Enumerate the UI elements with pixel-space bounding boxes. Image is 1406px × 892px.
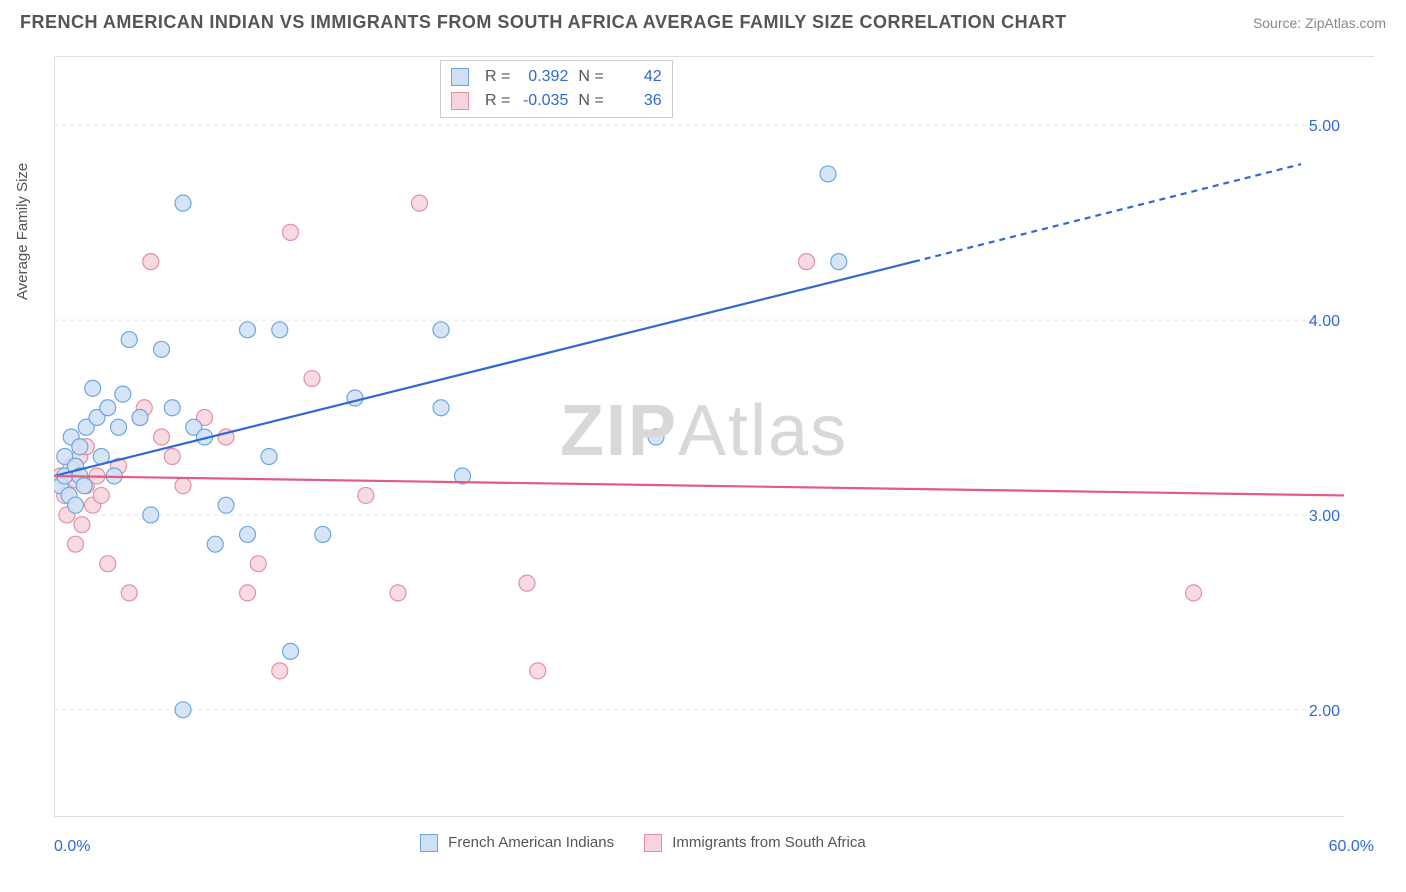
x-min-label: 0.0% [54, 838, 90, 856]
source-name: ZipAtlas.com [1305, 15, 1386, 31]
n-label: N = [578, 89, 603, 113]
swatch-blue [420, 834, 438, 852]
series-label-blue: French American Indians [448, 834, 614, 851]
correlation-legend: R = 0.392 N = 42 R = -0.035 N = 36 [440, 60, 673, 118]
r-label: R = [485, 65, 510, 89]
chart-title: FRENCH AMERICAN INDIAN VS IMMIGRANTS FRO… [20, 12, 1067, 33]
legend-row-pink: R = -0.035 N = 36 [451, 89, 662, 113]
scatter-plot: 2.00 3.00 4.00 5.00 [54, 57, 1344, 817]
n-value-blue: 42 [610, 65, 662, 89]
x-max-label: 60.0% [1329, 838, 1374, 856]
series-legend: French American Indians Immigrants from … [420, 834, 866, 852]
swatch-pink [451, 92, 469, 110]
r-label: R = [485, 89, 510, 113]
swatch-pink [644, 834, 662, 852]
legend-item-blue: French American Indians [420, 834, 614, 852]
svg-text:5.00: 5.00 [1309, 118, 1340, 135]
legend-item-pink: Immigrants from South Africa [644, 834, 866, 852]
legend-row-blue: R = 0.392 N = 42 [451, 65, 662, 89]
series-label-pink: Immigrants from South Africa [672, 834, 865, 851]
swatch-blue [451, 68, 469, 86]
r-value-blue: 0.392 [516, 65, 568, 89]
y-axis-label: Average Family Size [14, 163, 31, 300]
r-value-pink: -0.035 [516, 89, 568, 113]
source-attribution: Source: ZipAtlas.com [1253, 15, 1386, 31]
chart-area: 2.00 3.00 4.00 5.00 [54, 56, 1374, 846]
source-prefix: Source: [1253, 15, 1305, 31]
svg-text:4.00: 4.00 [1309, 313, 1340, 330]
svg-text:3.00: 3.00 [1309, 508, 1340, 525]
n-value-pink: 36 [610, 89, 662, 113]
n-label: N = [578, 65, 603, 89]
svg-text:2.00: 2.00 [1309, 703, 1340, 720]
